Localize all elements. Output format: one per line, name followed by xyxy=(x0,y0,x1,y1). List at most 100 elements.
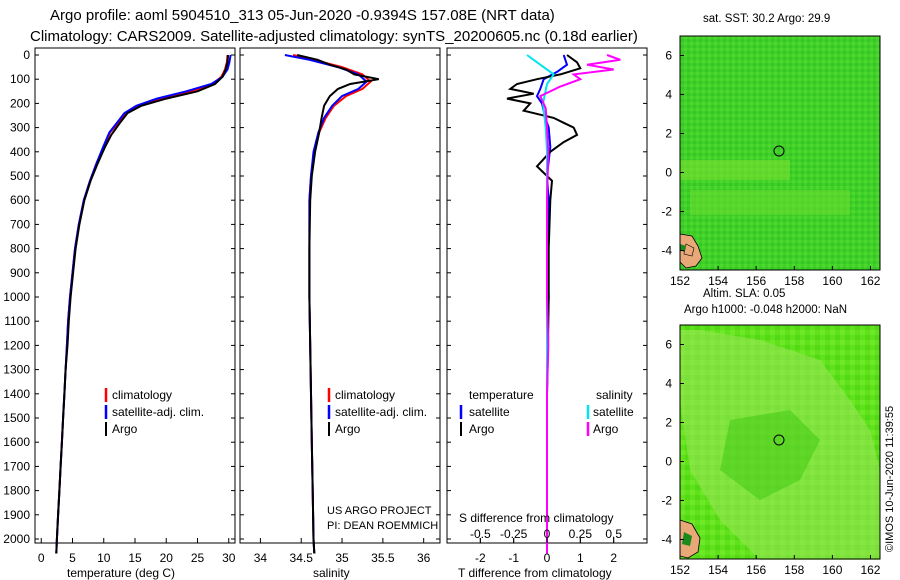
pressure-tick-label: 1600 xyxy=(3,435,30,449)
map-y-tick-label: 2 xyxy=(665,416,672,430)
legend-s-satellite-label: satellite xyxy=(593,405,634,419)
x-tick-label: 35 xyxy=(335,551,349,565)
map-x-tick-label: 156 xyxy=(746,563,766,577)
temperature-xlabel: temperature (deg C) xyxy=(67,566,175,580)
map-x-tick-label: 162 xyxy=(860,563,880,577)
salinity-legend: climatology satellite-adj. clim. Argo US… xyxy=(327,388,438,532)
pressure-tick-label: 400 xyxy=(10,145,30,159)
map-x-tick-label: 156 xyxy=(746,274,766,288)
map-y-tick-label: 6 xyxy=(665,49,672,63)
sla-map-frame xyxy=(679,324,881,560)
map-y-tick-label: 4 xyxy=(665,377,672,391)
float-position-marker xyxy=(773,434,785,446)
sst-map-frame xyxy=(679,35,881,271)
temperature-legend: climatology satellite-adj. clim. Argo xyxy=(104,388,204,436)
salinity-xlabel: salinity xyxy=(313,566,350,580)
x-tick-label: 30 xyxy=(222,551,236,565)
difference-xlabel: T difference from climatology xyxy=(458,566,612,580)
sla-map-ticks: 152 154 156 158 160 162 6 4 2 0 -2 -4 xyxy=(661,338,880,578)
series-line-climatology xyxy=(292,54,373,554)
x-tick-label: 0.5 xyxy=(605,527,622,541)
legend-climatology-label: climatology xyxy=(335,388,395,402)
series-line-climatology xyxy=(55,54,229,554)
temperature-series xyxy=(55,54,232,554)
salinity-series xyxy=(284,54,379,554)
header-title-line2: Climatology: CARS2009. Satellite-adjuste… xyxy=(30,28,638,45)
series-line-argo xyxy=(296,54,379,554)
pressure-tick-label: 1700 xyxy=(3,459,30,473)
sla-map-title2: Argo h1000: -0.048 h2000: NaN xyxy=(684,304,847,316)
legend-satellite-label: satellite-adj. clim. xyxy=(112,405,204,419)
pressure-tick-label: 1900 xyxy=(3,508,30,522)
map-x-tick-label: 154 xyxy=(708,563,728,577)
pressure-tick-label: 500 xyxy=(10,169,30,183)
x-tick-label: 34.5 xyxy=(290,551,314,565)
pressure-tick-label: 800 xyxy=(10,242,30,256)
x-tick-label: 0 xyxy=(544,527,551,541)
x-tick-label: -1 xyxy=(508,551,519,565)
legend-temperature-title: temperature xyxy=(469,388,534,402)
pressure-tick-label: 200 xyxy=(10,96,30,110)
sla-map xyxy=(679,324,881,560)
legend-t-argo-label: Argo xyxy=(469,422,495,436)
legend-argo-label: Argo xyxy=(112,422,138,436)
map-x-tick-label: 160 xyxy=(822,274,842,288)
series-line-argo xyxy=(55,54,230,554)
sla-map-title1: Altim. SLA: 0.05 xyxy=(703,288,785,300)
series-line-t-satellite xyxy=(535,54,569,554)
x-tick-label: 0.25 xyxy=(569,527,593,541)
x-tick-label: 5 xyxy=(69,551,76,565)
sst-map xyxy=(679,35,881,271)
map-x-tick-label: 152 xyxy=(670,563,690,577)
pressure-tick-label: 1300 xyxy=(3,363,30,377)
map-x-tick-label: 152 xyxy=(670,274,690,288)
legend-satellite-label: satellite-adj. clim. xyxy=(335,405,427,419)
map-y-tick-label: -4 xyxy=(661,533,672,547)
pressure-tick-label: 1800 xyxy=(3,484,30,498)
pressure-tick-label: 700 xyxy=(10,217,30,231)
pressure-tick-label: 2000 xyxy=(3,532,30,546)
sst-warm-patch xyxy=(690,190,850,215)
x-tick-label: 36 xyxy=(417,551,431,565)
salinity-panel-frame xyxy=(239,47,441,544)
difference-series xyxy=(506,54,621,554)
series-line-satellite-adj-clim- xyxy=(55,54,232,554)
map-y-tick-label: 4 xyxy=(665,88,672,102)
credit-project: US ARGO PROJECT xyxy=(327,505,432,517)
difference-legend: temperature salinity satellite Argo sate… xyxy=(459,388,634,436)
x-tick-label: 35.5 xyxy=(371,551,395,565)
temperature-x-ticks: 0 5 10 15 20 25 30 xyxy=(38,538,236,565)
map-x-tick-label: 162 xyxy=(860,274,880,288)
pressure-tick-label: 300 xyxy=(10,121,30,135)
pressure-tick-label: 1100 xyxy=(4,314,30,328)
x-tick-label: 2 xyxy=(610,551,617,565)
x-tick-label: 25 xyxy=(191,551,205,565)
temperature-panel-frame xyxy=(34,47,236,544)
map-y-tick-label: 6 xyxy=(665,338,672,352)
float-position-marker xyxy=(773,145,785,157)
pressure-tick-label: 900 xyxy=(10,266,30,280)
legend-s-argo-label: Argo xyxy=(593,422,619,436)
pressure-tick-labels: 0 100 200 300 400 500 600 700 800 900 1000 1100 1200… xyxy=(3,48,647,546)
legend-salinity-title: salinity xyxy=(596,388,633,402)
x-tick-label: 0 xyxy=(544,551,551,565)
map-y-tick-label: -4 xyxy=(661,244,672,258)
pressure-tick-label: 1200 xyxy=(3,338,30,352)
map-y-tick-label: 0 xyxy=(665,455,672,469)
sst-map-ticks: 152 154 156 158 160 162 6 4 2 0 -2 -4 xyxy=(661,49,880,289)
x-tick-label: 34 xyxy=(254,551,268,565)
land-patch xyxy=(682,532,692,546)
map-x-tick-label: 158 xyxy=(784,563,804,577)
s-difference-title: S difference from climatology xyxy=(459,511,614,525)
sst-map-title: sat. SST: 30.2 Argo: 29.9 xyxy=(703,13,830,25)
map-y-tick-label: 0 xyxy=(665,166,672,180)
sst-warm-patch xyxy=(680,160,790,180)
map-x-tick-label: 158 xyxy=(784,274,804,288)
map-y-tick-label: 2 xyxy=(665,127,672,141)
legend-t-satellite-label: satellite xyxy=(469,405,510,419)
series-line-satellite-adj-clim- xyxy=(284,54,368,554)
map-y-tick-label: -2 xyxy=(661,205,672,219)
series-line-s-argo xyxy=(538,54,621,554)
x-tick-label: -0.5 xyxy=(470,527,491,541)
